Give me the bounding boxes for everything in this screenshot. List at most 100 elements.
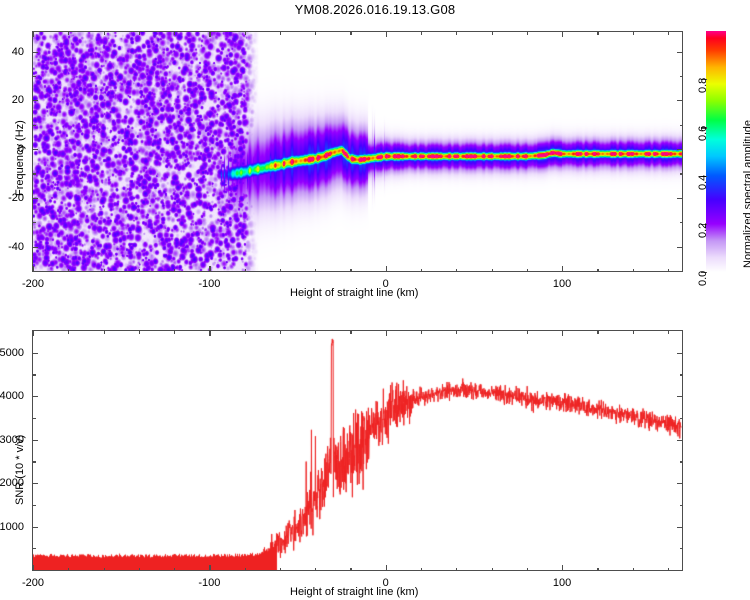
axis-tick [279,330,282,334]
axis-tick [677,526,683,528]
axis-tick [315,268,317,272]
axis-tick [456,330,458,334]
axis-tick [667,268,670,272]
axis-tick [526,31,528,35]
axis-tick [103,330,105,334]
axis-tick [456,31,458,35]
axis-tick [103,268,105,272]
axis-tick [32,374,36,376]
axis-tick [244,330,246,334]
axis-tick [279,268,282,272]
axis-tick [350,567,352,571]
axis-tick [138,567,140,571]
axis-tick [385,565,387,571]
spectrogram-panel [32,31,683,272]
axis-tick [315,330,317,334]
snr-plot-area [33,331,682,570]
axis-tick [209,330,211,336]
axis-tick [420,330,423,334]
snr-panel [32,330,683,571]
axis-tick [244,31,246,35]
axis-tick [632,31,634,35]
axis-tick [385,31,387,37]
axis-tick [33,565,35,571]
snr-y-axis-label: SNR (10 * v/v) [14,434,26,505]
spectrogram-plot-area [33,32,682,271]
x-tick-label: 0 [382,278,389,290]
axis-tick [677,197,683,200]
axis-tick [315,31,317,35]
axis-tick [385,266,387,272]
axis-tick [174,330,176,334]
axis-tick [209,266,211,272]
axis-tick [456,268,458,272]
spectrogram-image [33,32,682,271]
axis-tick [174,268,176,272]
axis-tick [491,31,493,35]
x-tick-label: 0 [382,577,389,589]
axis-tick [32,149,38,151]
y-tick-label: 20 [11,94,24,107]
axis-tick [68,268,70,272]
axis-tick [526,330,528,334]
axis-tick [68,330,70,334]
axis-tick [32,124,36,126]
axis-tick [667,31,670,35]
axis-tick [32,75,36,78]
axis-tick [33,31,35,37]
axis-tick [68,31,70,35]
axis-tick [679,548,683,550]
x-tick-label: -100 [198,577,221,589]
axis-tick [32,504,36,506]
axis-tick [32,222,36,224]
colorbar-label: Normalized spectral amplitude [742,120,750,268]
axis-tick [679,461,683,463]
axis-tick [677,246,683,248]
axis-tick [385,330,387,336]
axis-tick [679,75,683,78]
axis-tick [32,461,36,463]
axis-tick [33,330,35,336]
colorbar-tick-label: 0.8 [697,77,709,94]
axis-tick [667,330,670,334]
axis-tick [562,330,564,336]
y-tick-label: -40 [8,240,24,253]
y-tick-label: 3000 [0,433,24,446]
colorbar-tick-label: 0.0 [697,270,709,286]
axis-tick [632,567,634,571]
axis-tick [679,124,683,126]
x-tick-label: 100 [552,577,572,589]
axis-tick [701,175,707,177]
axis-tick [701,127,707,129]
axis-tick [279,567,282,571]
axis-tick [315,567,317,571]
colorbar-tick-label: 0.4 [697,174,709,190]
axis-tick [667,567,670,571]
spectrogram-y-axis-label: Frequency (Hz) [14,120,26,196]
axis-tick [677,483,683,485]
axis-tick [597,268,599,272]
axis-tick [33,266,35,272]
x-tick-label: -200 [21,577,45,589]
axis-tick [491,330,493,334]
axis-tick [701,272,707,274]
axis-tick [420,268,423,272]
axis-tick [677,51,683,53]
axis-tick [632,268,634,272]
axis-tick [244,268,246,272]
axis-tick [562,565,564,571]
axis-tick [456,567,458,571]
axis-tick [138,268,140,272]
colorbar-gradient [706,31,726,272]
axis-tick [679,504,683,506]
axis-tick [679,222,683,224]
x-tick-label: -100 [198,278,221,290]
axis-tick [32,483,38,485]
axis-tick [526,268,528,272]
axis-tick [103,31,105,35]
axis-tick [701,223,707,225]
colorbar-tick-label: 0.6 [697,126,709,142]
axis-tick [32,51,38,53]
axis-tick [32,439,38,441]
axis-tick [597,31,599,35]
